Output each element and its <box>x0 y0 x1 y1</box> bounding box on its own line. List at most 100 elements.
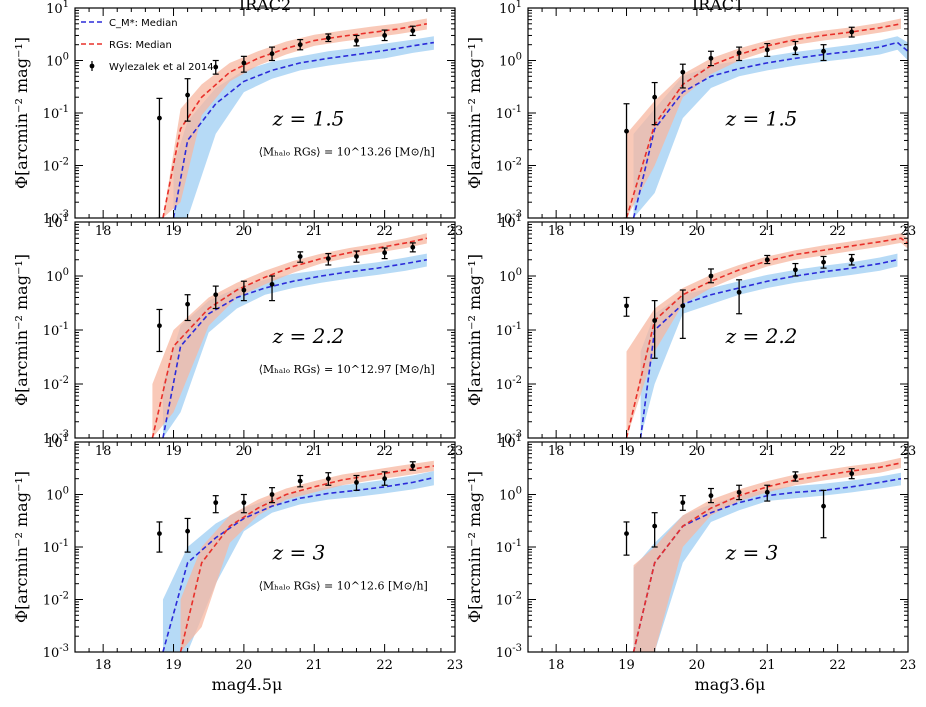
data-point <box>708 55 714 61</box>
redshift-label: z = 1.5 <box>272 107 345 131</box>
data-point <box>325 35 331 41</box>
x-tick-label: 22 <box>376 224 393 239</box>
data-point <box>325 476 331 482</box>
y-tick-label: 10-1 <box>43 321 69 339</box>
y-tick-label: 10-3 <box>496 429 522 447</box>
median-line-red <box>625 237 908 438</box>
legend-label: Wylezalek et al 2014 <box>109 62 214 73</box>
data-point <box>680 500 686 506</box>
plot-area <box>623 233 908 438</box>
y-axis-label: Φ[arcmin⁻² mag⁻¹] <box>12 254 31 406</box>
band-blue <box>173 36 434 218</box>
y-tick-label: 10-1 <box>496 321 522 339</box>
redshift-label: z = 2.2 <box>725 324 798 348</box>
legend-label: C_M*: Median <box>109 18 178 29</box>
data-point <box>325 256 331 262</box>
y-tick-label: 10-2 <box>43 591 69 609</box>
y-tick-label: 100 <box>46 486 69 504</box>
data-point <box>821 503 826 509</box>
data-point <box>652 318 658 323</box>
data-point <box>297 254 303 259</box>
y-tick-label: 100 <box>499 267 522 285</box>
data-point <box>680 69 686 75</box>
y-tick-label: 10-2 <box>43 375 69 393</box>
panel-1: 18 19 20 21 22 2310-310-210-1100101Φ[arcmin⁻²… <box>12 0 463 239</box>
x-tick-label: 20 <box>689 444 706 459</box>
x-axis-label-right: mag3.6μ <box>695 675 766 694</box>
panel-3: 18 19 20 21 22 2310-310-210-1100101Φ[arcmin⁻²… <box>12 213 463 459</box>
x-tick-label: 21 <box>759 658 776 673</box>
data-point <box>410 463 416 469</box>
band-blue <box>633 36 908 218</box>
data-point <box>849 257 855 263</box>
median-line-blue <box>162 476 435 652</box>
x-axis-label-left: mag4.5μ <box>212 675 283 694</box>
y-tick-label: 101 <box>46 213 69 231</box>
panel-2: 18 19 20 21 22 2310-310-210-1100101Φ[arcmin⁻²… <box>465 0 916 239</box>
panel-4: 18 19 20 21 22 2310-310-210-1100101Φ[arcmin⁻²… <box>465 213 916 459</box>
halo-mass-label: ⟨Mₕₐₗₒ RGs⟩ = 10^12.6 [M⊙/h] <box>259 580 428 593</box>
data-point <box>157 531 162 536</box>
data-point <box>736 50 742 56</box>
x-tick-label: 18 <box>548 224 565 239</box>
x-tick-label: 21 <box>759 444 776 459</box>
data-point <box>354 480 359 485</box>
y-tick-label: 10-1 <box>496 538 522 556</box>
median-line-red <box>162 23 427 218</box>
halo-mass-label: ⟨Mₕₐₗₒ RGs⟩ = 10^13.26 [M⊙/h] <box>259 146 435 159</box>
y-tick-label: 101 <box>499 213 522 231</box>
y-tick-label: 101 <box>46 433 69 451</box>
data-point <box>269 51 275 57</box>
plot-area <box>156 18 435 218</box>
data-point <box>157 115 162 121</box>
data-point <box>410 28 416 34</box>
data-point <box>793 267 798 273</box>
redshift-label: z = 3 <box>725 541 779 565</box>
median-line-red <box>179 465 435 652</box>
plot-area <box>623 457 902 652</box>
band-red <box>626 18 901 218</box>
legend-swatch-point <box>89 63 95 69</box>
y-tick-label: 10-1 <box>43 538 69 556</box>
data-point <box>849 471 855 477</box>
axes-frame <box>74 221 456 439</box>
data-point <box>185 92 190 98</box>
data-point <box>241 60 247 66</box>
data-point <box>764 489 770 495</box>
panel-5: 18 19 20 21 22 23 10-3 10-2 10-1 100 101 Φ[arcmin⁻²… <box>12 433 463 673</box>
data-point <box>793 46 798 51</box>
x-tick-label: 22 <box>376 658 393 673</box>
x-tick-label: 22 <box>829 444 846 459</box>
data-point <box>652 94 658 100</box>
data-point <box>382 476 388 482</box>
x-tick-label: 23 <box>900 658 917 673</box>
data-point <box>736 489 742 495</box>
y-tick-label: 101 <box>499 0 522 17</box>
y-tick-label: 10-3 <box>43 209 69 227</box>
data-point <box>849 29 855 35</box>
x-tick-label: 20 <box>689 224 706 239</box>
redshift-label: z = 1.5 <box>725 107 798 131</box>
data-point <box>297 478 303 484</box>
y-tick-label: 100 <box>46 52 69 70</box>
data-point <box>624 303 629 309</box>
x-tick-label: 20 <box>236 658 253 673</box>
data-point <box>157 323 162 329</box>
data-point <box>354 38 359 43</box>
data-point <box>764 257 770 263</box>
data-point <box>821 48 826 54</box>
band-red <box>152 233 427 438</box>
median-line-blue <box>639 258 898 438</box>
data-point <box>793 474 798 479</box>
data-point <box>213 292 219 298</box>
halo-mass-label: ⟨Mₕₐₗₒ RGs⟩ = 10^12.97 [M⊙/h] <box>259 363 435 376</box>
x-tick-label: 19 <box>618 224 635 239</box>
x-tick-label: 21 <box>306 658 323 673</box>
legend: C_M*: Median RGs: Median Wylezalek et al 2… <box>81 18 214 73</box>
data-point <box>624 128 629 134</box>
x-tick-label: 18 <box>95 444 112 459</box>
data-point <box>708 273 714 279</box>
x-tick-label: 21 <box>306 444 323 459</box>
y-tick-label: 100 <box>499 486 522 504</box>
data-point <box>382 250 388 256</box>
